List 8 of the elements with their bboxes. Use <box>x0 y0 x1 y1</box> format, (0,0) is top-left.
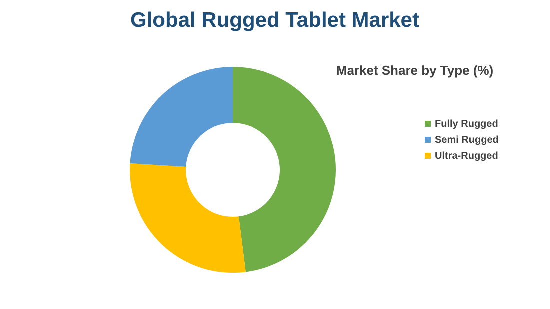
donut-slice <box>233 67 336 272</box>
chart-title: Global Rugged Tablet Market <box>130 9 420 32</box>
legend-label: Semi Rugged <box>435 135 499 146</box>
legend-label: Ultra-Rugged <box>435 151 498 162</box>
donut-slice <box>130 67 233 168</box>
legend-title: Market Share by Type (%) <box>336 63 494 78</box>
legend-label: Fully Rugged <box>435 119 498 130</box>
donut-slice <box>130 164 246 273</box>
